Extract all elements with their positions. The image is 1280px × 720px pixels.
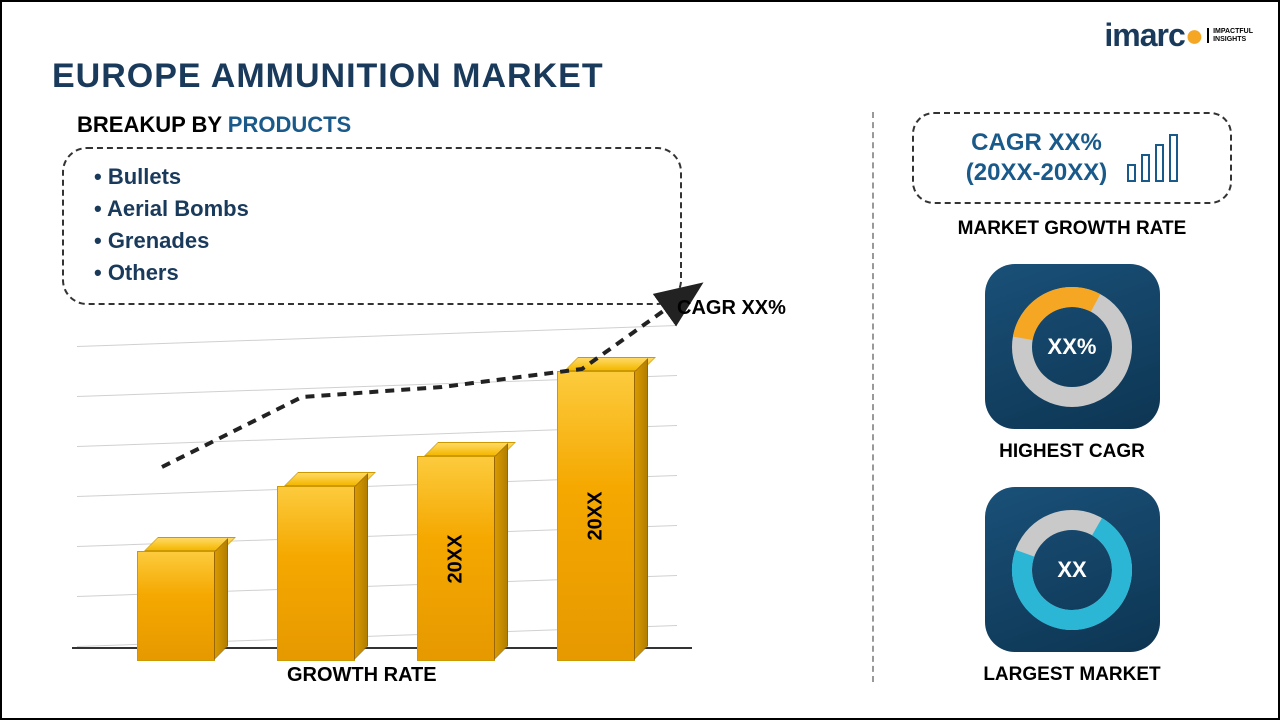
tile2-label: LARGEST MARKET bbox=[912, 664, 1232, 686]
product-list: • Bullets• Aerial Bombs• Grenades• Other… bbox=[94, 161, 650, 289]
breakup-subtitle: BREAKUP BY PRODUCTS bbox=[77, 112, 351, 138]
mini-bars-icon bbox=[1127, 134, 1178, 182]
donut-1-value: XX% bbox=[1048, 334, 1097, 360]
donut-2-value: XX bbox=[1057, 557, 1086, 583]
donut-chart-1: XX% bbox=[1007, 282, 1137, 412]
largest-market-tile: XX bbox=[985, 487, 1160, 652]
subtitle-accent: PRODUCTS bbox=[228, 112, 351, 137]
highest-cagr-tile: XX% bbox=[985, 264, 1160, 429]
chart-xlabel: GROWTH RATE bbox=[287, 664, 437, 687]
vertical-divider bbox=[872, 112, 874, 682]
trend-line bbox=[132, 287, 752, 507]
cagr-box: CAGR XX%(20XX-20XX) bbox=[912, 112, 1232, 204]
tile1-label: HIGHEST CAGR bbox=[912, 441, 1232, 463]
cagr-text: CAGR XX%(20XX-20XX) bbox=[966, 128, 1107, 188]
products-box: • Bullets• Aerial Bombs• Grenades• Other… bbox=[62, 147, 682, 305]
brand-logo: imarc● IMPACTFULINSIGHTS bbox=[1104, 17, 1253, 54]
subtitle-prefix: BREAKUP BY bbox=[77, 112, 228, 137]
logo-dot: ● bbox=[1185, 17, 1203, 53]
logo-text: imarc● bbox=[1104, 17, 1203, 54]
chart-bar bbox=[137, 537, 215, 647]
sidebar: CAGR XX%(20XX-20XX) MARKET GROWTH RATE X… bbox=[912, 112, 1232, 686]
cagr-callout: CAGR XX% bbox=[677, 297, 786, 320]
growth-chart: 20XX20XX CAGR XX% GROWTH RATE bbox=[77, 307, 777, 677]
cagr-sub-label: MARKET GROWTH RATE bbox=[912, 218, 1232, 240]
logo-tagline: IMPACTFULINSIGHTS bbox=[1207, 28, 1253, 43]
page-title: EUROPE AMMUNITION MARKET bbox=[52, 57, 604, 96]
donut-chart-2: XX bbox=[1007, 505, 1137, 635]
